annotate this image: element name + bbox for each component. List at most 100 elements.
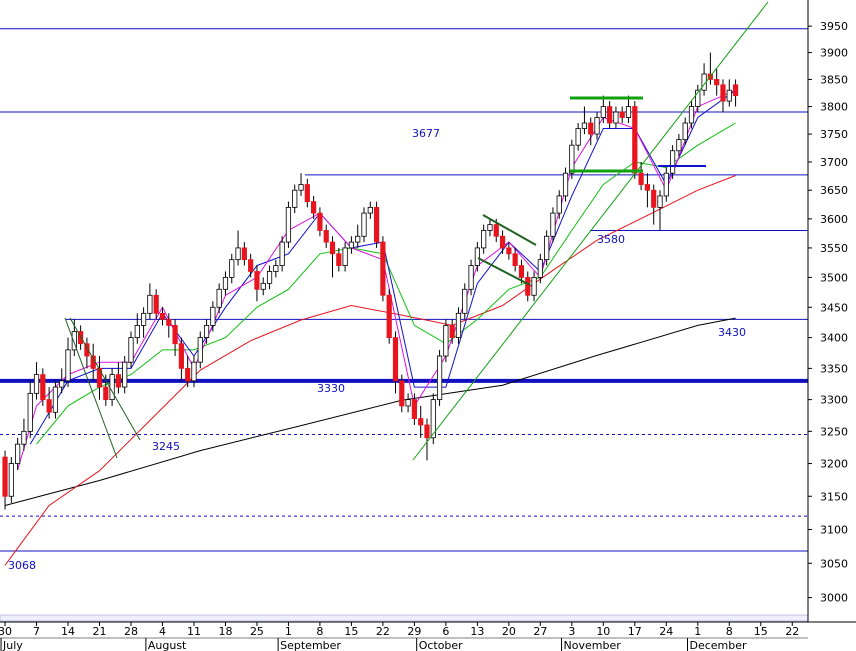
candle-body [323, 230, 329, 243]
y-tick-label: 3650 [820, 184, 848, 197]
month-label: August [148, 639, 187, 651]
y-tick-label: 3900 [820, 47, 848, 60]
candle-body [575, 128, 581, 146]
y-tick-label: 3000 [820, 592, 848, 605]
y-tick-label: 3200 [820, 458, 848, 471]
candle-body [311, 201, 317, 214]
candle-body [405, 399, 411, 407]
candle-body [518, 265, 525, 278]
candle-body [714, 78, 720, 86]
candle-body [222, 276, 229, 290]
candle-body [449, 325, 455, 339]
candle-body [374, 206, 380, 243]
candle-body [569, 144, 575, 174]
candle-body [430, 399, 436, 439]
y-tick-label: 3100 [820, 524, 848, 537]
candle-body [361, 212, 367, 237]
candle-body [619, 111, 625, 118]
candle-body [594, 117, 600, 135]
candle-body [638, 172, 644, 185]
candle-body [336, 253, 342, 266]
x-tick-label: 30 [0, 625, 12, 638]
candle-body [140, 312, 147, 326]
candle-body [128, 337, 134, 363]
candle-body [71, 331, 77, 351]
candle-body [216, 288, 222, 308]
candle-body [544, 235, 550, 261]
trendlines [64, 1, 769, 461]
candle-body [279, 241, 285, 266]
x-tick-label: 22 [785, 625, 799, 638]
candle-body [254, 271, 260, 290]
candle-body [525, 276, 531, 296]
y-tick-label: 3550 [820, 242, 848, 255]
x-tick-label: 1 [694, 625, 701, 638]
y-tick-label: 3600 [820, 213, 848, 226]
moving-average-line [4, 175, 736, 566]
level-label: 3430 [718, 326, 746, 339]
candle-body [2, 456, 8, 497]
candle-body [726, 89, 732, 102]
candle-body [607, 106, 613, 124]
candle-body [651, 189, 657, 208]
candle-body [248, 259, 254, 272]
candle-body [386, 294, 392, 339]
candle-body [33, 374, 40, 394]
y-tick-label: 3450 [820, 301, 848, 314]
x-tick-label: 8 [316, 625, 323, 638]
candle-body [424, 424, 430, 439]
candle-body [537, 259, 543, 278]
x-tick-label: 3 [568, 625, 575, 638]
candle-body [210, 306, 216, 326]
candle-body [644, 184, 651, 191]
month-label: December [689, 639, 747, 651]
candle-body [21, 430, 27, 445]
y-tick-label: 3750 [820, 128, 848, 141]
candle-body [241, 247, 247, 261]
candle-body [8, 463, 14, 497]
y-tick-label: 3850 [820, 73, 848, 86]
x-tick-label: 24 [659, 625, 673, 638]
month-label: September [280, 639, 341, 651]
candle-body [669, 150, 676, 174]
x-tick-label: 18 [218, 625, 232, 638]
candle-body [103, 386, 109, 401]
y-tick-label: 3300 [820, 394, 848, 407]
x-tick-label: 22 [376, 625, 390, 638]
candle-body [304, 184, 310, 203]
candle-body [588, 122, 594, 135]
candle-body [84, 343, 90, 357]
candle-body [695, 89, 701, 107]
month-label: July [2, 639, 23, 651]
candle-body [185, 367, 191, 382]
candle-body [52, 386, 59, 413]
y-tick-label: 3800 [820, 101, 848, 114]
candle-body [663, 172, 669, 197]
candle-body [556, 195, 562, 214]
y-tick-label: 3250 [820, 425, 848, 438]
trendline [412, 1, 769, 461]
y-tick-label: 3050 [820, 557, 848, 570]
candle-body [392, 337, 399, 382]
y-tick-label: 3500 [820, 271, 848, 284]
candle-body [455, 312, 462, 339]
candle-body [418, 418, 424, 426]
level-label: 3330 [317, 382, 345, 395]
candle-body [676, 139, 682, 152]
candle-body [443, 325, 449, 357]
y-tick-label: 3700 [820, 156, 848, 169]
candle-body [600, 106, 606, 118]
candle-body [512, 253, 518, 266]
x-tick-label: 11 [187, 625, 201, 638]
candle-body [348, 241, 355, 249]
candle-body [411, 399, 417, 419]
candle-body [613, 111, 619, 124]
candle-body [342, 247, 348, 266]
candle-body [474, 247, 480, 266]
candle-body [317, 212, 323, 231]
x-tick-label: 6 [442, 625, 449, 638]
candle-body [657, 195, 663, 208]
candle-body [531, 276, 537, 296]
candle-body [46, 399, 52, 413]
